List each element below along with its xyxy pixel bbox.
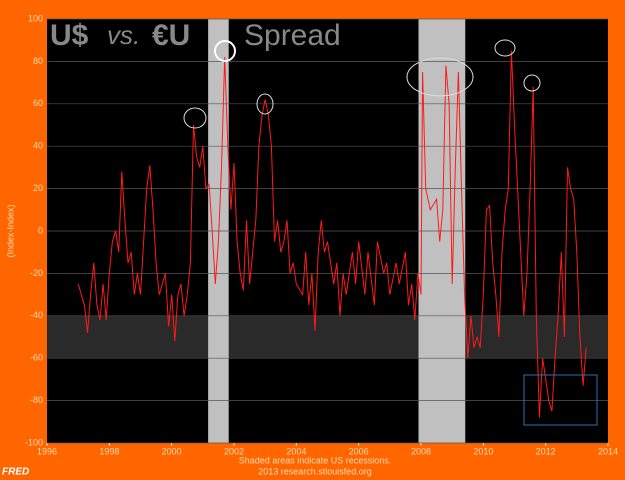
y-axis-label: (Index-Index) [5, 204, 15, 257]
annotation-circle [494, 39, 516, 57]
x-tick-label: 2002 [224, 446, 244, 456]
annotation-circle [214, 40, 236, 62]
x-tick-label: 2012 [536, 446, 556, 456]
annotation-circle [523, 74, 541, 92]
layer [47, 18, 608, 444]
x-tick-label: 2008 [411, 446, 431, 456]
y-tick-label: 100 [28, 13, 43, 23]
logo: FRED [2, 467, 29, 478]
y-tick-label: -80 [30, 395, 43, 405]
x-tick-label: 2000 [162, 446, 182, 456]
shaded-band [47, 315, 608, 359]
annotation-circle [406, 57, 474, 97]
y-tick-label: -40 [30, 310, 43, 320]
x-tick-label: 2006 [349, 446, 369, 456]
y-tick-label: -60 [30, 353, 43, 363]
y-tick-label: 80 [33, 56, 43, 66]
note: Shaded areas indicate US recessions. [239, 455, 392, 465]
x-tick-label: 2004 [286, 446, 306, 456]
y-tick-label: 60 [33, 98, 43, 108]
y-tick-label: -100 [25, 437, 43, 447]
annotation-circle [256, 93, 274, 115]
x-tick-label: 1996 [37, 446, 57, 456]
source: 2013 research.stlouisfed.org [258, 466, 372, 476]
annotations [183, 39, 598, 426]
y-tick-label: 0 [38, 225, 43, 235]
y-tick-label: 40 [33, 141, 43, 151]
x-tick-label: 2014 [598, 446, 618, 456]
title-part: Spread [244, 19, 341, 52]
annotation-box [523, 374, 598, 426]
title-part: €U [152, 19, 190, 52]
y-tick-label: 20 [33, 183, 43, 193]
annotation-circle [183, 107, 207, 129]
title-part: vs. [107, 20, 140, 50]
y-tick-label: -20 [30, 268, 43, 278]
x-tick-label: 1998 [99, 446, 119, 456]
x-tick-label: 2010 [473, 446, 493, 456]
title-part: U$ [50, 19, 89, 52]
data-line [77, 50, 587, 418]
